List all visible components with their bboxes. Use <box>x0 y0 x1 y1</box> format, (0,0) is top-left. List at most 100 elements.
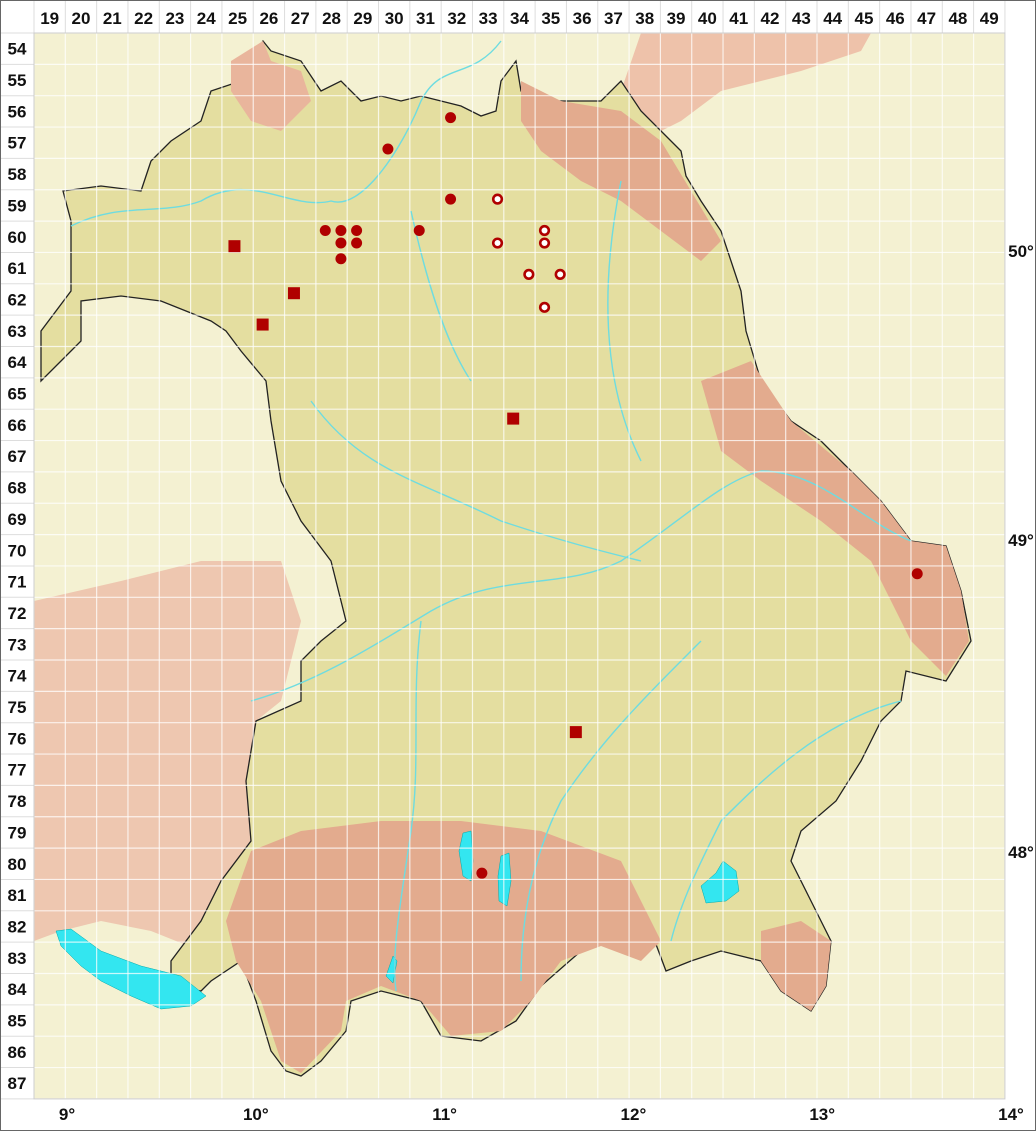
row-label: 86 <box>8 1043 27 1062</box>
marker-open-circle <box>538 237 551 249</box>
river-isar <box>520 640 702 982</box>
column-label: 31 <box>416 9 435 28</box>
row-label: 75 <box>8 698 27 717</box>
river-altmuehl <box>310 400 642 562</box>
water-layer <box>55 830 740 1010</box>
marker-open-circle <box>523 268 535 280</box>
row-label: 61 <box>8 259 27 278</box>
marker-filled-circle <box>911 568 923 580</box>
river-danube <box>250 470 912 702</box>
marker-filled-circle <box>335 253 347 265</box>
column-label: 49 <box>980 9 999 28</box>
column-label: 24 <box>197 9 216 28</box>
column-label: 43 <box>792 9 811 28</box>
row-label: 57 <box>8 134 27 153</box>
longitude-label: 12° <box>621 1105 647 1124</box>
marker-filled-circle <box>476 867 488 879</box>
longitude-label: 10° <box>243 1105 269 1124</box>
longitude-label: 9° <box>59 1105 75 1124</box>
column-label: 23 <box>165 9 184 28</box>
column-label: 47 <box>917 9 936 28</box>
column-label: 41 <box>729 9 748 28</box>
marker-square <box>256 318 269 331</box>
marker-open-circle <box>491 237 504 249</box>
marker-filled-circle <box>335 225 347 237</box>
fichtelgebirge <box>521 81 721 261</box>
column-label: 35 <box>541 9 560 28</box>
marker-open-circle <box>538 224 551 237</box>
column-label: 19 <box>40 9 59 28</box>
occurrence-markers <box>228 112 923 879</box>
marker-square <box>569 726 582 739</box>
marker-square <box>287 287 300 300</box>
latitude-label: 48° <box>1008 843 1034 862</box>
row-label: 67 <box>8 447 27 466</box>
column-label: 28 <box>322 9 341 28</box>
row-label: 87 <box>8 1074 27 1093</box>
latitude-label: 49° <box>1008 531 1034 550</box>
marker-open-circle <box>538 301 551 313</box>
row-label: 59 <box>8 196 27 215</box>
northeast-upland <box>621 33 871 131</box>
column-label: 34 <box>510 9 529 28</box>
southwest-upland <box>34 561 301 951</box>
row-label: 73 <box>8 635 27 654</box>
row-label: 72 <box>8 604 27 623</box>
map-frame <box>33 32 1006 1100</box>
marker-filled-circle <box>319 225 331 237</box>
river-lech <box>394 620 422 992</box>
column-label: 20 <box>72 9 91 28</box>
column-label: 39 <box>667 9 686 28</box>
grid-lines <box>33 32 1006 1100</box>
row-label: 84 <box>8 980 27 999</box>
rivers-layer <box>70 40 912 992</box>
row-label: 79 <box>8 823 27 842</box>
longitude-band <box>1 1098 1035 1130</box>
column-label: 42 <box>761 9 780 28</box>
column-header-band <box>1 1 1035 33</box>
row-label: 54 <box>8 40 27 59</box>
row-label: 56 <box>8 102 27 121</box>
marker-filled-circle <box>335 237 347 249</box>
row-label: 68 <box>8 479 27 498</box>
lake-chiemsee <box>700 860 740 904</box>
column-label: 33 <box>479 9 498 28</box>
row-label: 66 <box>8 416 27 435</box>
row-label: 63 <box>8 322 27 341</box>
marker-filled-circle <box>445 112 457 124</box>
river-naab <box>607 180 642 462</box>
row-label: 74 <box>8 667 27 686</box>
row-label: 55 <box>8 71 27 90</box>
marker-filled-circle <box>351 237 363 249</box>
column-label: 40 <box>698 9 717 28</box>
rhoen-upland <box>231 41 311 131</box>
marker-filled-circle <box>413 225 425 237</box>
column-label: 21 <box>103 9 122 28</box>
latitude-label: 50° <box>1008 242 1034 261</box>
row-label: 81 <box>8 886 27 905</box>
longitude-label: 14° <box>998 1105 1024 1124</box>
column-label: 30 <box>385 9 404 28</box>
column-label: 25 <box>228 9 247 28</box>
row-label: 62 <box>8 290 27 309</box>
row-label: 65 <box>8 385 27 404</box>
alps-foreland <box>226 821 661 1073</box>
row-label: 58 <box>8 165 27 184</box>
row-label: 69 <box>8 510 27 529</box>
column-label: 29 <box>353 9 372 28</box>
column-label: 45 <box>855 9 874 28</box>
column-label: 48 <box>948 9 967 28</box>
marker-open-circle <box>491 193 504 205</box>
column-label: 38 <box>635 9 654 28</box>
marker-filled-circle <box>445 193 457 205</box>
column-label: 46 <box>886 9 905 28</box>
marker-filled-circle <box>351 225 363 237</box>
row-label: 77 <box>8 761 27 780</box>
column-label: 22 <box>134 9 153 28</box>
row-label: 83 <box>8 949 27 968</box>
row-label: 78 <box>8 792 27 811</box>
column-label: 26 <box>259 9 278 28</box>
marker-filled-circle <box>382 143 394 155</box>
